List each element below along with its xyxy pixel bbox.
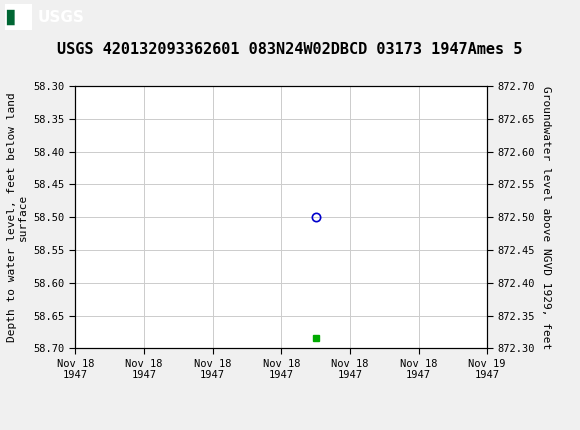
Y-axis label: Depth to water level, feet below land
surface: Depth to water level, feet below land su…: [6, 92, 28, 342]
Text: USGS: USGS: [38, 10, 85, 25]
Text: USGS 420132093362601 083N24W02DBCD 03173 1947Ames 5: USGS 420132093362601 083N24W02DBCD 03173…: [57, 42, 523, 57]
FancyBboxPatch shape: [5, 4, 32, 30]
Text: █: █: [6, 9, 13, 25]
Legend: Period of approved data: Period of approved data: [184, 427, 379, 430]
Y-axis label: Groundwater level above NGVD 1929, feet: Groundwater level above NGVD 1929, feet: [541, 86, 550, 349]
